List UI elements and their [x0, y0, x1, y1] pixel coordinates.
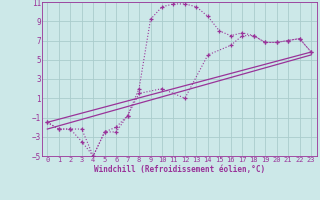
X-axis label: Windchill (Refroidissement éolien,°C): Windchill (Refroidissement éolien,°C) — [94, 165, 265, 174]
